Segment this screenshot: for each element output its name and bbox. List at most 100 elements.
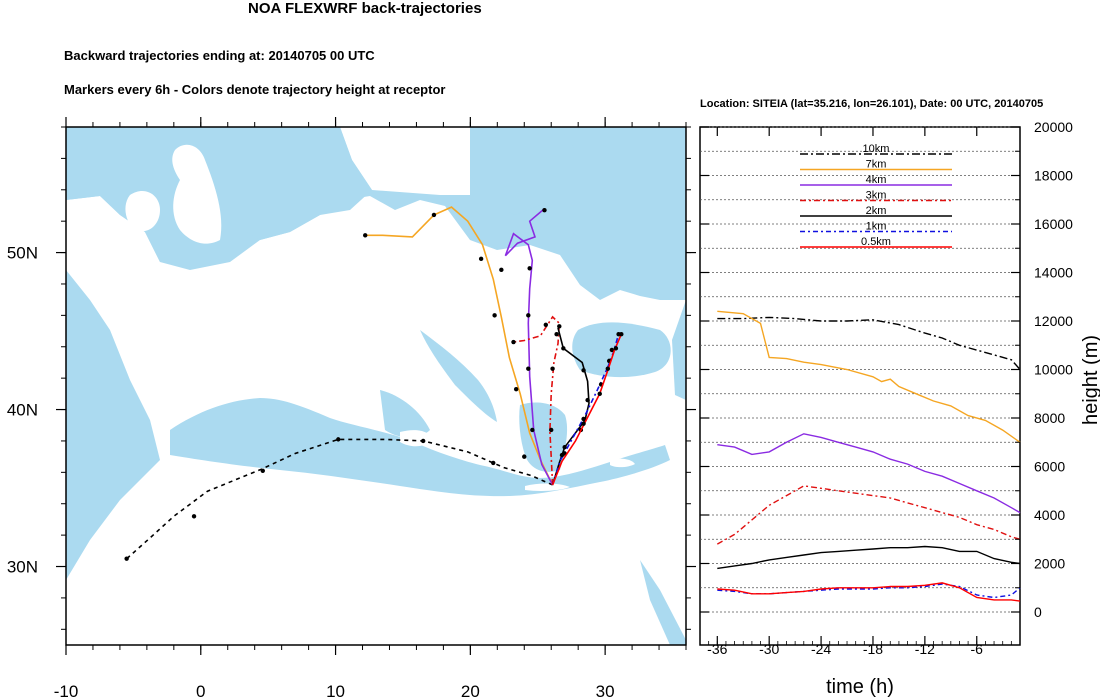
trajectory-7km-marker-2 [492, 313, 497, 318]
lon-tick-label: -10 [54, 682, 79, 700]
trajectory-0.5km-marker-5 [619, 332, 624, 337]
y-axis-label: height (m) [1080, 335, 1100, 425]
chart-frame [699, 126, 1021, 646]
map-subtitle-date: Backward trajectories ending at: 2014070… [64, 48, 375, 63]
trajectory-10km-marker-3 [260, 468, 265, 473]
trajectory-2km-marker-5 [557, 324, 562, 329]
trajectory-3km-marker-1 [550, 366, 555, 371]
trajectory-0.5km-marker-3 [605, 366, 611, 371]
land-crete [525, 483, 570, 491]
x-tick-label: -36 [707, 641, 727, 657]
trajectory-2km-marker-0 [562, 445, 567, 450]
x-tick-label: -12 [915, 641, 935, 657]
trajectory-7km-marker-3 [478, 256, 484, 262]
land-sardinia [332, 378, 350, 415]
trajectory-7km-marker-0 [522, 454, 527, 459]
x-tick-label: -18 [863, 641, 883, 657]
chart-series [716, 310, 1021, 602]
lat-tick-label: 30N [7, 558, 38, 577]
trajectory-0.5km-marker-4 [613, 346, 619, 351]
chart-legend: 10km 7km 4km 3km 2km 1km 0.5km [800, 143, 952, 248]
x-tick-label: -30 [759, 641, 779, 657]
map-frame [65, 126, 687, 646]
map-body [66, 127, 686, 645]
lon-tick-label: 10 [326, 682, 345, 700]
sea-black [572, 322, 671, 378]
series-line-2km [717, 545, 1021, 570]
trajectory-4km-marker-3 [527, 266, 532, 271]
trajectory-0.5km-marker-1 [581, 421, 586, 426]
trajectory-4km-marker-1 [526, 366, 531, 371]
sea-atlantic [66, 127, 200, 580]
trajectory-4km-marker-2 [526, 313, 531, 318]
trajectory-2km-marker-4 [561, 346, 566, 351]
trajectory-2km-marker-2 [585, 397, 590, 403]
y-tick-label: 14000 [1034, 265, 1073, 281]
trajectory-3km-marker-2 [554, 332, 559, 337]
lon-tick-label: 20 [461, 682, 480, 700]
trajectory-10km-marker-5 [124, 556, 129, 561]
trajectory-3km-marker-3 [543, 322, 549, 327]
y-tick-label: 12000 [1034, 313, 1073, 329]
map-title: NOA FLEXWRF back-trajectories [248, 0, 482, 17]
inner-seas [66, 127, 686, 645]
sea-baltic [470, 127, 575, 215]
chart-location-title: Location: SITEIA (lat=35.216, lon=26.101… [700, 98, 1044, 110]
y-tick-label: 6000 [1034, 459, 1065, 475]
series-line-3km [716, 485, 1021, 545]
trajectory-2km-marker-3 [581, 368, 586, 373]
sea-tyrrhenian [380, 390, 430, 438]
trajectory-0.5km-marker-2 [597, 391, 602, 397]
trajectory-4km-marker-0 [530, 427, 535, 433]
islands [125, 127, 635, 491]
trajectory-7km [365, 206, 554, 486]
lon-tick-label: 0 [196, 682, 205, 700]
y-tick-label: 0 [1034, 604, 1042, 620]
x-tick-label: -24 [811, 641, 831, 657]
trajectory-4km-marker-4 [499, 267, 504, 273]
height-chart: 0 2000 4000 6000 8000 10000 12000 14000 16000 180… [699, 119, 1100, 698]
legend-entry-2km: 2km [866, 205, 887, 217]
trajectory-3km-marker-4 [511, 339, 516, 345]
x-tick-label: -6 [971, 641, 984, 657]
land-ireland [125, 190, 160, 232]
legend-entry-0.5km: 0.5km [861, 236, 891, 248]
sea-north [200, 127, 372, 240]
legend-entry-1km: 1km [866, 221, 887, 233]
trajectory-10km-marker-1 [420, 438, 426, 444]
map-axes: -10 0 10 20 30 30N 40N 50N [7, 117, 696, 700]
trajectory-0.5km [551, 333, 623, 486]
y-tick-label: 4000 [1034, 507, 1065, 523]
series-line-10km [717, 316, 1021, 370]
trajectory-0.5km-marker-0 [559, 452, 565, 458]
y-tick-label: 8000 [1034, 410, 1065, 426]
legend-entry-10km: 10km [863, 143, 890, 155]
lon-tick-label: 30 [596, 682, 615, 700]
sea-caspian [672, 300, 686, 400]
y-tick-label: 18000 [1034, 168, 1073, 184]
trajectory-4km [504, 207, 554, 486]
trajectory-7km-marker-4 [431, 212, 437, 218]
chart-axes: 0 2000 4000 6000 8000 10000 12000 14000 16000 180… [700, 119, 1073, 657]
legend-entry-3km: 3km [866, 190, 887, 202]
trajectory-10km-marker-0 [491, 460, 496, 466]
chart-grid [700, 126, 1020, 613]
land-britain [172, 144, 222, 244]
trajectory-3km [513, 315, 561, 485]
y-tick-label: 2000 [1034, 556, 1065, 572]
sea-adriatic [420, 330, 497, 422]
trajectory-10km-marker-2 [336, 437, 341, 442]
sea-mediterranean [170, 398, 670, 497]
land-cyprus [610, 458, 635, 468]
trajectory-1km-marker-1 [581, 416, 586, 422]
trajectory-10km-marker-4 [191, 514, 197, 519]
trajectory-7km-marker-5 [363, 233, 368, 238]
x-axis-label: time (h) [826, 676, 894, 698]
sea-red [640, 560, 686, 645]
series-line-4km [717, 433, 1021, 514]
series-line-7km [717, 310, 1021, 443]
trajectory-10km [126, 438, 553, 560]
trajectory-lines [124, 206, 624, 561]
trajectory-3km-marker-0 [549, 427, 554, 433]
